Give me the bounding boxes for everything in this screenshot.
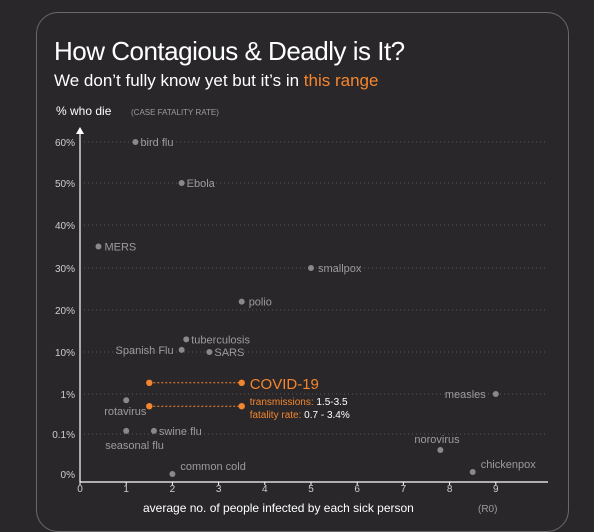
data-point [206,349,213,355]
data-point [308,265,314,271]
x-tick-label: 6 [354,484,360,495]
subtitle-highlight: this range [303,71,379,90]
y-axis-arrow [76,127,84,134]
y-tick-label: 10% [55,348,75,359]
point-label: measles [445,389,486,401]
data-point [469,469,476,475]
data-point [123,427,130,434]
axes [76,127,548,485]
x-tick-label: 0 [77,484,83,495]
data-point [183,336,190,343]
fatality-label: fatality rate: [250,410,304,421]
covid-range-point [146,379,153,386]
covid-transmissions: transmissions: 1.5-3.5 [250,397,348,408]
point-label: Spanish Flu [116,345,174,357]
y-tick-label: 30% [55,264,75,275]
point-label: SARS [214,347,244,359]
x-tick-label: 1 [123,484,129,495]
transmissions-label: transmissions: [250,397,317,408]
data-point [178,180,185,186]
tick-labels: 0% 0.1% 1% 10% 20% 30% 40% 50% 60% 0 1 2 3 4 5 6 7 8 9 [52,138,499,495]
point-label: tuberculosis [191,334,250,346]
covid-range-point [238,379,245,386]
x-tick-label: 5 [308,484,314,495]
y-tick-label: 0% [61,470,76,481]
x-tick-label: 2 [170,484,176,495]
data-point [123,397,130,404]
x-axis-sublabel: (R0) [478,504,497,515]
covid-label: COVID-19 [250,376,319,393]
x-tick-label: 8 [447,484,453,495]
scatter-chart: 0% 0.1% 1% 10% 20% 30% 40% 50% 60% 0 1 2 3 4 5 6 7 8 9 bir… [52,104,548,515]
y-axis-label: % who die [56,104,112,118]
chart-subtitle: We don’t fully know yet but it’s in this… [54,71,378,91]
subtitle-text: We don’t fully know yet but it’s in [54,71,300,90]
data-point [492,391,499,397]
point-label: bird flu [140,137,173,149]
x-tick-label: 7 [401,484,407,495]
y-tick-label: 50% [55,179,75,190]
y-tick-label: 20% [55,306,75,317]
x-axis-label: average no. of people infected by each s… [143,501,414,515]
data-point [95,243,102,250]
covid-range-point [146,402,153,410]
data-point [178,346,185,353]
fatality-value: 0.7 - 3.4% [304,410,350,421]
y-tick-label: 0.1% [52,430,75,441]
data-point [132,139,139,145]
covid-range-point [238,402,245,410]
point-label: smallpox [318,263,362,275]
x-tick-label: 4 [262,484,268,495]
point-label: polio [249,297,272,309]
chart-title: How Contagious & Deadly is It? [54,36,405,66]
y-tick-label: 60% [55,138,75,149]
covid-fatality: fatality rate: 0.7 - 3.4% [250,410,350,421]
data-point [437,447,444,453]
grid-lines [84,141,545,435]
data-point [150,427,157,434]
point-label: seasonal flu [105,440,164,452]
point-label: norovirus [414,434,460,446]
x-tick-label: 9 [493,484,499,495]
covid-highlight: COVID-19 transmissions: 1.5-3.5 fatality r… [146,376,350,421]
point-label: chickenpox [481,459,537,471]
data-points: bird flu Ebola MERS smallpox polio tuberculos… [95,137,536,477]
transmissions-value: 1.5-3.5 [316,397,348,408]
y-tick-label: 40% [55,221,75,232]
y-axis-sublabel: (CASE FATALITY RATE) [131,108,219,117]
x-tick-label: 3 [216,484,222,495]
point-label: Ebola [187,178,216,190]
y-tick-label: 1% [61,390,76,401]
point-label: MERS [104,242,136,254]
data-point [238,298,245,305]
point-label: swine flu [159,426,202,438]
point-label: common cold [180,461,245,473]
point-label: rotavirus [104,406,147,418]
data-point [169,471,176,477]
